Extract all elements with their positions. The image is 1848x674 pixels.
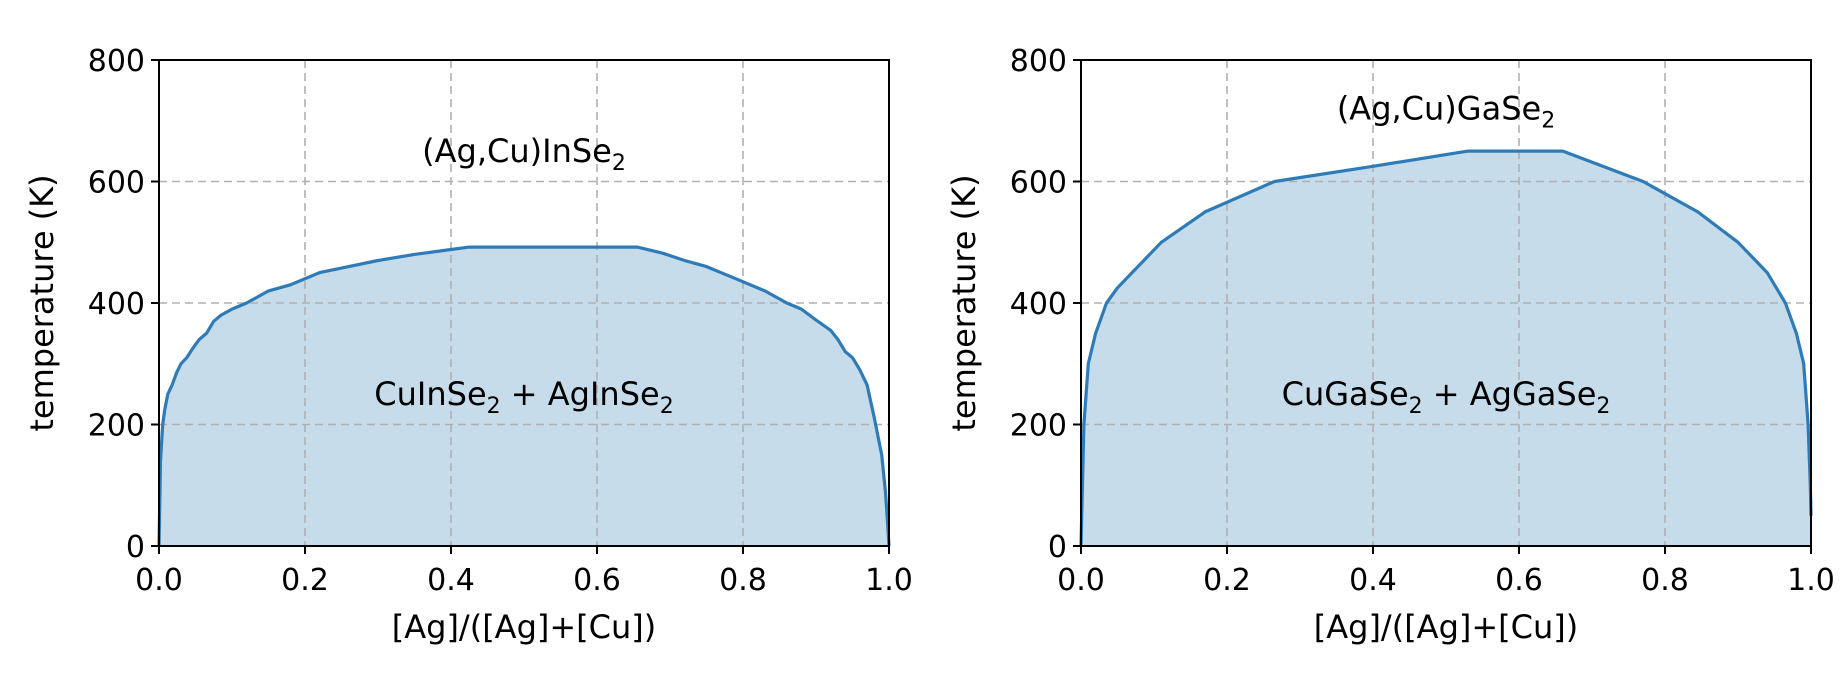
x-tick-label: 0.8 (719, 563, 767, 598)
x-tick-label: 0.6 (573, 563, 621, 598)
x-axis-label: [Ag]/([Ag]+[Cu]) (1314, 608, 1579, 646)
solid-solution-label-text: (Ag,Cu)InSe (422, 132, 612, 170)
solid-solution-region-label: (Ag,Cu)InSe2 (422, 132, 626, 176)
two-phase-region-label: CuInSe2 + AgInSe2 (374, 375, 673, 419)
two-phase-fill-area (159, 247, 889, 546)
region-label-text: CuInSe (374, 375, 486, 413)
y-tick-label: 400 (88, 287, 145, 322)
x-tick-label: 1.0 (865, 563, 913, 598)
y-tick-label: 200 (88, 409, 145, 444)
y-tick-label: 800 (1010, 44, 1067, 79)
solid-solution-region-label: (Ag,Cu)GaSe2 (1337, 90, 1555, 134)
two-phase-fill-area (1081, 151, 1811, 546)
y-tick-label: 0 (126, 530, 145, 565)
y-tick-label: 800 (88, 44, 145, 79)
two-phase-region-label: CuGaSe2 + AgGaSe2 (1282, 375, 1611, 419)
x-tick-label: 0.4 (1349, 563, 1397, 598)
region-label-text: + AgInSe (501, 375, 660, 413)
solid-solution-label-subscript: 2 (1541, 109, 1555, 134)
y-axis-label: temperature (K) (23, 174, 61, 431)
region-label-text: CuGaSe (1282, 375, 1409, 413)
x-axis-label: [Ag]/([Ag]+[Cu]) (392, 608, 657, 646)
x-tick-label: 0.6 (1495, 563, 1543, 598)
y-tick-label: 400 (1010, 287, 1067, 322)
chart-panel-left: 0.0 0.2 0.4 0.6 0.8 1.0 0 200 400 600 800 [Ag]/([Ag… (23, 44, 913, 646)
y-axis-label: temperature (K) (945, 174, 983, 431)
x-tick-label: 0.0 (1057, 563, 1105, 598)
y-tick-label: 200 (1010, 409, 1067, 444)
x-tick-label: 0.4 (427, 563, 475, 598)
x-tick-label: 0.8 (1641, 563, 1689, 598)
solid-solution-label-subscript: 2 (612, 151, 626, 176)
x-tick-label: 1.0 (1787, 563, 1835, 598)
solid-solution-label-text: (Ag,Cu)GaSe (1337, 90, 1541, 128)
miscibility-gap-boundary-line (157, 245, 891, 547)
y-tick-label: 600 (1010, 166, 1067, 201)
region-label-subscript: 2 (1409, 394, 1423, 419)
chart-panel-right: 0.0 0.2 0.4 0.6 0.8 1.0 0 200 400 600 800 [Ag]/([Ag… (945, 44, 1835, 646)
x-tick-label: 0.2 (281, 563, 329, 598)
region-label-subscript: 2 (487, 394, 501, 419)
y-tick-label: 0 (1048, 530, 1067, 565)
y-tick-label: 600 (88, 166, 145, 201)
x-tick-label: 0.0 (135, 563, 183, 598)
region-label-subscript: 2 (660, 394, 674, 419)
region-label-text: + AgGaSe (1423, 375, 1597, 413)
miscibility-gap-boundary-line (1079, 149, 1813, 547)
region-label-subscript: 2 (1596, 394, 1610, 419)
x-tick-label: 0.2 (1203, 563, 1251, 598)
